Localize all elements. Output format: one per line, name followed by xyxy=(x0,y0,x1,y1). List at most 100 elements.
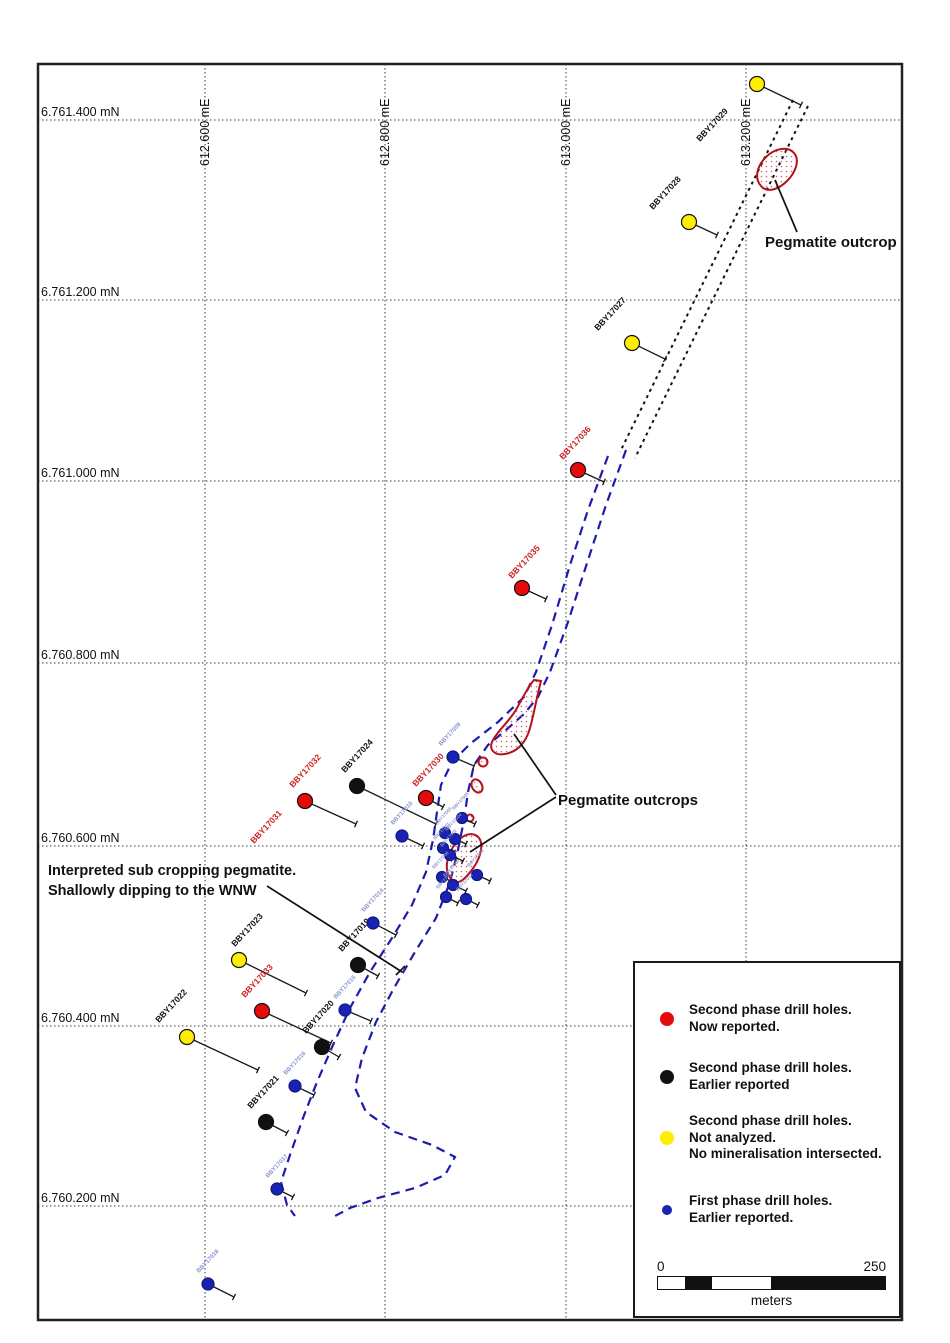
drill-hole-dot xyxy=(395,829,409,843)
drill-hole-dot xyxy=(748,75,766,93)
annotation-leaders xyxy=(266,179,798,976)
drill-hole-BBY17035: BBY17035 xyxy=(506,543,549,603)
drill-hole-dot xyxy=(201,1277,215,1291)
drill-hole-label: BBY17027 xyxy=(592,295,628,332)
drill-trace-tick xyxy=(303,989,309,997)
drill-hole-BBY17017: BBY17017 xyxy=(265,1153,296,1201)
easting-label: 612.800 mE xyxy=(378,99,392,166)
northing-label: 6.760.200 mN xyxy=(41,1191,120,1205)
pegmatite-corridor-outline xyxy=(279,449,628,1217)
drill-trace-tick xyxy=(662,355,668,363)
drill-trace-tick xyxy=(543,595,549,603)
drill-hole-dot xyxy=(569,461,587,479)
drill-trace xyxy=(756,83,802,106)
drill-hole-dot xyxy=(446,878,460,892)
drill-hole-BBY17027: BBY17027 xyxy=(592,295,668,363)
drill-trace-tick xyxy=(475,901,481,909)
drill-hole-BBY17033: BBY17033 xyxy=(239,962,334,1047)
drill-hole-dot xyxy=(623,334,641,352)
scale-bar-segments xyxy=(657,1276,886,1290)
drill-hole-label: BBY17022 xyxy=(153,987,189,1024)
drill-trace-tick xyxy=(255,1066,261,1074)
legend-item-text: Second phase drill holes. Now reported. xyxy=(689,1002,852,1034)
northing-label: 6.760.400 mN xyxy=(41,1011,120,1025)
drill-trace-tick xyxy=(798,101,804,109)
label-subcrop-line1: Interpreted sub cropping pegmatite. xyxy=(48,863,296,879)
legend-item: Second phase drill holes. Earlier reporte… xyxy=(645,1060,891,1093)
drill-hole-BBY17022: BBY17022 xyxy=(153,987,261,1074)
drill-trace-tick xyxy=(420,842,426,850)
drill-hole-dot xyxy=(366,916,380,930)
outcrop-small-2 xyxy=(470,778,484,794)
scale-bar: 0 250 meters xyxy=(657,1259,886,1308)
drill-hole-dot xyxy=(435,870,449,884)
drill-hole-dot xyxy=(438,826,452,840)
drill-hole-label: BBY17030 xyxy=(410,751,446,788)
drill-hole-BBY17031: BBY17031 xyxy=(248,808,284,845)
northing-label: 6.761.400 mN xyxy=(41,105,120,119)
drill-trace-tick xyxy=(601,478,607,486)
drill-hole-dot xyxy=(338,1003,352,1017)
drill-trace-tick xyxy=(328,1039,334,1047)
drill-hole-BBY17009: BBY17009 xyxy=(438,721,476,770)
legend-dot-icon xyxy=(645,1011,689,1026)
drill-hole-label: BBY17020 xyxy=(300,998,336,1035)
drill-hole-label: BBY17024 xyxy=(339,737,375,774)
drill-hole-dot xyxy=(443,848,457,862)
drill-hole-dot xyxy=(417,789,435,807)
drill-trace-tick xyxy=(353,820,359,828)
drill-hole-dot xyxy=(178,1028,196,1046)
drill-hole-dot xyxy=(459,892,473,906)
scale-bar-segment xyxy=(771,1277,885,1289)
legend-box: Second phase drill holes. Now reported. Se… xyxy=(633,961,901,1318)
drill-trace-tick xyxy=(311,1091,317,1099)
drill-hole-label: BBY17014 xyxy=(361,887,386,913)
label-pegmatite-outcrop: Pegmatite outcrop xyxy=(765,234,897,251)
drill-hole-label: BBY17023 xyxy=(229,911,265,948)
legend-item-text: Second phase drill holes. Earlier reporte… xyxy=(689,1060,852,1092)
legend-item: Second phase drill holes. Not analyzed. No… xyxy=(645,1113,891,1163)
label-subcrop-line2: Shallowly dipping to the WNW xyxy=(48,883,257,899)
drill-trace-tick xyxy=(460,857,466,865)
drill-trace-tick xyxy=(487,877,493,885)
drill-hole-dot xyxy=(257,1113,275,1131)
drill-hole-dot xyxy=(470,868,484,882)
drill-hole-BBY17023: BBY17023 xyxy=(229,911,309,997)
drill-hole-dot xyxy=(349,956,367,974)
drill-hole-BBY17021: BBY17021 xyxy=(245,1073,290,1137)
legend-dot-icon xyxy=(645,1069,689,1084)
drill-trace-tick xyxy=(393,931,399,939)
drill-hole-label: BBY17018 xyxy=(196,1248,221,1274)
drill-hole-label: BBY17021 xyxy=(245,1073,281,1110)
drill-hole-dot xyxy=(455,811,469,825)
drill-trace xyxy=(356,785,437,825)
drill-trace-tick xyxy=(472,820,478,828)
drill-trace-tick xyxy=(375,972,381,980)
drill-trace-tick xyxy=(231,1293,237,1301)
drill-trace-tick xyxy=(714,231,720,239)
drill-hole-BBY17030: BBY17030 xyxy=(410,751,446,811)
drill-hole-BBY17028: BBY17028 xyxy=(647,174,720,239)
drill-hole-BBY17020: BBY17020 xyxy=(300,998,342,1061)
drill-trace xyxy=(304,800,357,825)
scale-bar-segment xyxy=(658,1277,685,1289)
legend-item-text: First phase drill holes. Earlier reported… xyxy=(689,1193,833,1225)
drill-hole-label: BBY17036 xyxy=(557,424,593,461)
legend-item: First phase drill holes. Earlier reported… xyxy=(645,1193,891,1226)
drill-hole-label: BBY17032 xyxy=(287,752,323,789)
legend-dot-icon xyxy=(645,1130,689,1145)
pegmatite-outcrops xyxy=(445,147,798,884)
drill-hole-dot xyxy=(296,792,314,810)
drill-hole-BBY17010: BBY17010 xyxy=(390,800,426,850)
legend-dot-icon xyxy=(645,1204,689,1215)
drill-trace-tick xyxy=(284,1129,290,1137)
drill-hole-BBY17016: BBY17016 xyxy=(283,1050,317,1099)
outcrop-central-large xyxy=(490,678,543,756)
drill-trace-tick xyxy=(290,1193,296,1201)
label-pegmatite-outcrops: Pegmatite outcrops xyxy=(558,792,698,809)
northing-label: 6.760.600 mN xyxy=(41,831,120,845)
drill-hole-label: BBY17029 xyxy=(694,106,730,143)
drill-trace-tick xyxy=(433,820,439,828)
easting-label: 612.600 mE xyxy=(198,99,212,166)
